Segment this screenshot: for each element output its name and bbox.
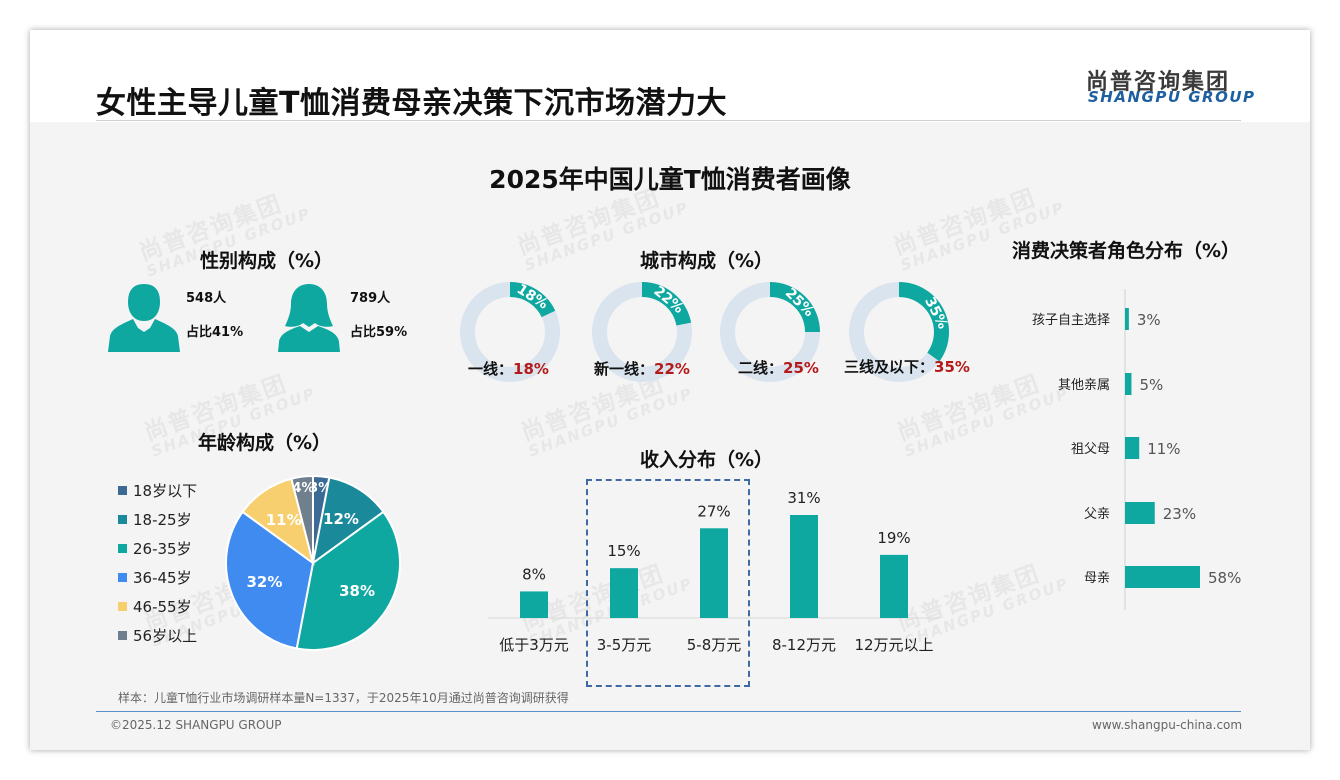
logo-english: SHANGPU GROUP	[1088, 88, 1256, 106]
age-pie-chart: 3%12%38%32%11%4%	[225, 474, 401, 651]
legend-label: 18-25岁	[133, 511, 192, 529]
decision-bar-chart: 孩子自主选择 3% 其他亲属 5% 祖父母 11% 父亲 23% 母亲 58%	[1032, 289, 1241, 610]
logo-chinese: 尚普咨询集团	[1086, 70, 1231, 95]
income-bar-chart: 8% 低于3万元 15% 3-5万元 27% 5-8万元 31% 8-12万元 19% 12万元以…	[488, 489, 940, 654]
legend-swatch	[118, 573, 127, 582]
city-title: 城市构成（%）	[640, 250, 774, 272]
female-person-icon	[278, 284, 340, 352]
male-share: 占比41%	[186, 325, 244, 340]
decision-category-label: 其他亲属	[1058, 378, 1110, 393]
income-title: 收入分布（%）	[640, 449, 774, 471]
donut-segment	[898, 282, 949, 362]
income-category-label: 3-5万元	[597, 636, 652, 654]
income-bar	[700, 528, 728, 618]
donut-segment	[769, 282, 820, 333]
pie-value-label: 32%	[247, 573, 283, 591]
decision-value-label: 3%	[1137, 311, 1161, 329]
sample-note: 样本：儿童T恤行业市场调研样本量N=1337，于2025年10月通过尚普咨询调研…	[118, 691, 569, 705]
legend-swatch	[118, 515, 127, 524]
age-legend-item: 46-55岁	[118, 596, 192, 617]
age-legend-item: 18岁以下	[118, 480, 197, 501]
male-count: 548人	[186, 291, 227, 306]
income-bar	[610, 568, 638, 618]
header-band	[30, 30, 1310, 122]
decision-value-label: 23%	[1163, 505, 1196, 523]
legend-swatch	[118, 486, 127, 495]
copyright: ©2025.12 SHANGPU GROUP	[110, 718, 282, 732]
age-title: 年龄构成（%）	[198, 432, 332, 454]
legend-label: 56岁以上	[133, 627, 198, 645]
legend-label: 18岁以下	[133, 482, 198, 500]
income-bar	[520, 591, 548, 618]
income-value-label: 31%	[787, 489, 820, 507]
female-share: 占比59%	[350, 325, 408, 340]
city-label-0: 一线：18%	[468, 360, 549, 378]
decision-category-label: 祖父母	[1071, 442, 1110, 457]
age-legend-item: 18-25岁	[118, 509, 192, 530]
legend-swatch	[118, 631, 127, 640]
donut-segment	[509, 282, 556, 318]
decision-title: 消费决策者角色分布（%）	[1012, 240, 1241, 262]
income-value-label: 15%	[607, 542, 640, 560]
slide: 女性主导儿童T恤消费母亲决策下沉市场潜力大 尚普咨询集团 SHANGPU GRO…	[30, 30, 1310, 750]
decision-value-label: 5%	[1139, 376, 1163, 394]
page-title: 女性主导儿童T恤消费母亲决策下沉市场潜力大	[96, 86, 727, 121]
decision-value-label: 58%	[1208, 569, 1241, 587]
age-legend-item: 26-35岁	[118, 538, 192, 559]
income-bar	[880, 554, 908, 618]
decision-bar	[1125, 566, 1200, 588]
income-category-label: 5-8万元	[687, 636, 742, 654]
decision-bar	[1125, 373, 1132, 395]
city-label-1: 新一线：22%	[594, 360, 690, 378]
city-label-3: 三线及以下：35%	[844, 358, 970, 376]
pie-slice	[225, 510, 315, 650]
income-value-label: 8%	[522, 565, 546, 583]
income-value-label: 27%	[697, 502, 730, 520]
pie-slice	[295, 510, 401, 651]
age-legend-item: 56岁以上	[118, 625, 197, 646]
decision-bar	[1125, 308, 1129, 330]
age-legend-item: 36-45岁	[118, 567, 192, 588]
donut-segment	[641, 282, 692, 326]
website: www.shangpu-china.com	[1092, 718, 1243, 732]
decision-category-label: 母亲	[1084, 571, 1110, 586]
city-label-2: 二线：25%	[738, 359, 819, 377]
pie-value-label: 11%	[266, 511, 302, 529]
legend-label: 36-45岁	[133, 569, 192, 587]
income-category-label: 12万元以上	[854, 636, 933, 654]
gender-title: 性别构成（%）	[200, 250, 334, 272]
decision-category-label: 父亲	[1084, 507, 1110, 522]
legend-swatch	[118, 544, 127, 553]
decision-bar	[1125, 437, 1140, 459]
pie-slice	[290, 474, 314, 564]
pie-value-label: 4%	[292, 481, 314, 496]
decision-bar	[1125, 502, 1155, 524]
female-count: 789人	[350, 291, 391, 306]
footer-divider	[96, 711, 1241, 712]
pie-value-label: 12%	[323, 510, 359, 528]
male-person-icon	[108, 284, 180, 352]
legend-label: 46-55岁	[133, 598, 192, 616]
income-highlight-box	[586, 479, 750, 687]
header-divider	[96, 120, 1241, 121]
legend-swatch	[118, 602, 127, 611]
income-bar	[790, 515, 818, 618]
income-category-label: 低于3万元	[499, 636, 569, 654]
decision-value-label: 11%	[1147, 440, 1180, 458]
city-donut-charts: 18% 22% 25% 35%	[460, 281, 951, 382]
decision-category-label: 孩子自主选择	[1032, 313, 1110, 328]
legend-label: 26-35岁	[133, 540, 192, 558]
main-title: 2025年中国儿童T恤消费者画像	[489, 165, 851, 194]
income-value-label: 19%	[877, 529, 910, 547]
pie-slice	[311, 476, 385, 566]
income-category-label: 8-12万元	[772, 636, 836, 654]
pie-value-label: 38%	[339, 582, 375, 600]
